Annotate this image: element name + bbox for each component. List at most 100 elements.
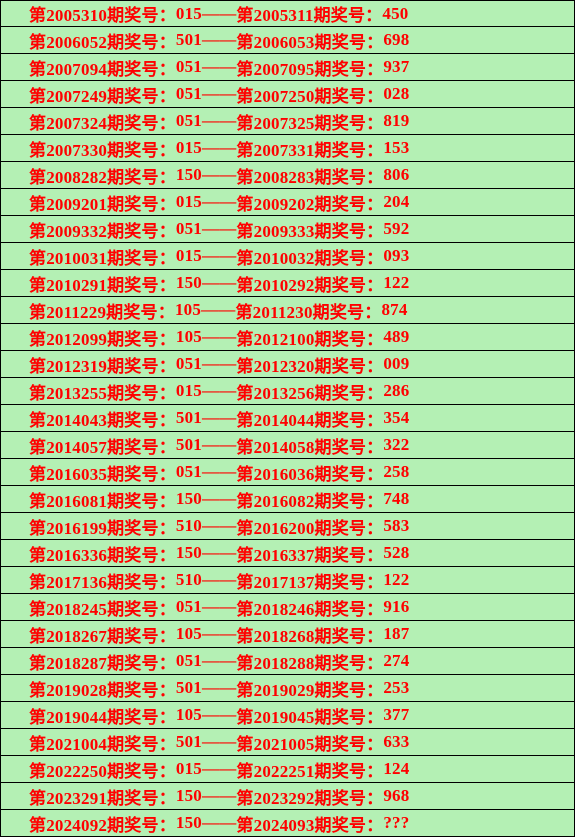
period-1-label: 第2024092期奖号： [29,811,176,836]
table-row: 第2012099期奖号：105——第2012100期奖号：489 [0,324,575,351]
period-1-label: 第2012099期奖号： [29,325,176,350]
table-row: 第2006052期奖号：501——第2006053期奖号：698 [0,27,575,54]
period-2-label: 第2011230期奖号： [235,298,381,323]
number-2: 633 [383,732,409,752]
period-1-label: 第2005310期奖号： [29,1,176,26]
separator: —— [202,516,236,536]
period-1-label: 第2013255期奖号： [29,379,176,404]
period-1-label: 第2007324期奖号： [29,109,176,134]
period-1-label: 第2018245期奖号： [29,595,176,620]
number-1: 015 [176,4,202,24]
period-1-label: 第2014057期奖号： [29,433,176,458]
separator: —— [202,273,236,293]
period-2-label: 第2007095期奖号： [236,55,383,80]
number-1: 051 [176,462,202,482]
number-2: 592 [383,219,409,239]
number-2: 698 [383,30,409,50]
period-1-label: 第2019028期奖号： [29,676,176,701]
number-2: 028 [383,84,409,104]
table-row: 第2012319期奖号：051——第2012320期奖号：009 [0,351,575,378]
number-1: 051 [176,57,202,77]
period-1-label: 第2023291期奖号： [29,784,176,809]
period-1-label: 第2021004期奖号： [29,730,176,755]
period-2-label: 第2018268期奖号： [236,622,383,647]
number-2: 274 [383,651,409,671]
number-2: 153 [383,138,409,158]
number-2: 377 [383,705,409,725]
period-1-label: 第2012319期奖号： [29,352,176,377]
separator: —— [202,435,236,455]
table-row: 第2010291期奖号：150——第2010292期奖号：122 [0,270,575,297]
separator: —— [202,219,236,239]
separator: —— [202,327,236,347]
period-2-label: 第2019029期奖号： [236,676,383,701]
period-1-label: 第2014043期奖号： [29,406,176,431]
table-row: 第2011229期奖号：105——第2011230期奖号：874 [0,297,575,324]
table-row: 第2016081期奖号：150——第2016082期奖号：748 [0,486,575,513]
period-2-label: 第2010292期奖号： [236,271,383,296]
number-1: 015 [176,192,202,212]
separator: —— [202,246,236,266]
number-2: 322 [383,435,409,455]
period-2-label: 第2021005期奖号： [236,730,383,755]
separator: —— [202,570,236,590]
separator: —— [202,759,236,779]
separator: —— [202,624,236,644]
period-2-label: 第2018288期奖号： [236,649,383,674]
number-1: 051 [176,219,202,239]
separator: —— [202,786,236,806]
number-1: 015 [176,759,202,779]
table-row: 第2022250期奖号：015——第2022251期奖号：124 [0,756,575,783]
number-2: 489 [383,327,409,347]
number-1: 501 [176,732,202,752]
table-row: 第2024092期奖号：150——第2024093期奖号：??? [0,810,575,837]
period-1-label: 第2010291期奖号： [29,271,176,296]
number-1: 105 [175,300,201,320]
table-row: 第2017136期奖号：510——第2017137期奖号：122 [0,567,575,594]
number-2: 528 [383,543,409,563]
number-2: 122 [383,570,409,590]
separator: —— [202,192,236,212]
number-2: 450 [382,4,408,24]
period-1-label: 第2018267期奖号： [29,622,176,647]
number-2: 937 [383,57,409,77]
period-2-label: 第2007325期奖号： [236,109,383,134]
number-1: 501 [176,435,202,455]
period-2-label: 第2007250期奖号： [236,82,383,107]
table-row: 第2016199期奖号：510——第2016200期奖号：583 [0,513,575,540]
period-2-label: 第2007331期奖号： [236,136,383,161]
number-1: 150 [176,813,202,833]
table-row: 第2009332期奖号：051——第2009333期奖号：592 [0,216,575,243]
separator: —— [202,732,236,752]
period-2-label: 第2019045期奖号： [236,703,383,728]
period-2-label: 第2016337期奖号： [236,541,383,566]
period-2-label: 第2014058期奖号： [236,433,383,458]
table-row: 第2019044期奖号：105——第2019045期奖号：377 [0,702,575,729]
table-row: 第2008282期奖号：150——第2008283期奖号：806 [0,162,575,189]
period-1-label: 第2008282期奖号： [29,163,176,188]
table-row: 第2007330期奖号：015——第2007331期奖号：153 [0,135,575,162]
separator: —— [202,705,236,725]
number-1: 150 [176,165,202,185]
table-row: 第2016035期奖号：051——第2016036期奖号：258 [0,459,575,486]
period-1-label: 第2016199期奖号： [29,514,176,539]
table-row: 第2018245期奖号：051——第2018246期奖号：916 [0,594,575,621]
number-2: 819 [383,111,409,131]
separator: —— [202,462,236,482]
period-1-label: 第2006052期奖号： [29,28,176,53]
separator: —— [202,30,236,50]
table-row: 第2005310期奖号：015——第2005311期奖号：450 [0,0,575,27]
separator: —— [202,4,236,24]
number-2: 187 [383,624,409,644]
period-1-label: 第2016035期奖号： [29,460,176,485]
table-row: 第2018287期奖号：051——第2018288期奖号：274 [0,648,575,675]
separator: —— [202,489,236,509]
separator: —— [202,543,236,563]
period-2-label: 第2017137期奖号： [236,568,383,593]
table-row: 第2021004期奖号：501——第2021005期奖号：633 [0,729,575,756]
number-1: 510 [176,570,202,590]
table-row: 第2016336期奖号：150——第2016337期奖号：528 [0,540,575,567]
separator: —— [202,84,236,104]
separator: —— [202,678,236,698]
number-2: 916 [383,597,409,617]
